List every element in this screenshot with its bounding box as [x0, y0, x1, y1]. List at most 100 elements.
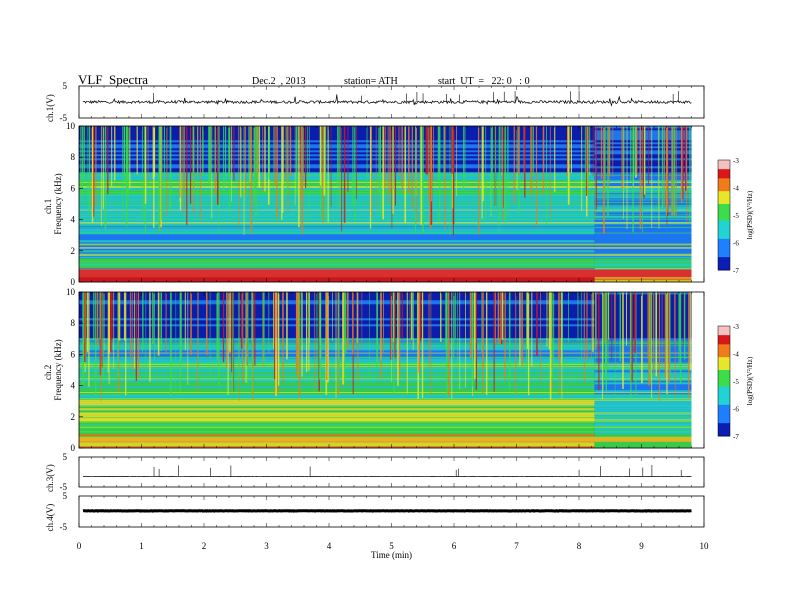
- colorbar-step: [718, 399, 730, 402]
- freq-band: [594, 240, 692, 243]
- freq-band: [594, 394, 692, 397]
- colorbar-step: [718, 193, 730, 196]
- colorbar-step: [718, 227, 730, 231]
- freq-band: [594, 132, 692, 135]
- freq-band: [594, 146, 692, 149]
- colorbar-step: [718, 326, 730, 329]
- freq-band: [79, 160, 595, 163]
- y-tick-label: 6: [71, 349, 76, 359]
- date-label: Dec.2 , 2013: [252, 76, 306, 87]
- freq-band: [594, 368, 692, 371]
- freq-band: [594, 266, 692, 269]
- low-freq-band: [79, 437, 692, 442]
- freq-band: [594, 334, 692, 337]
- freq-band: [594, 208, 692, 211]
- freq-band: [594, 370, 692, 373]
- colorbar-step: [718, 368, 730, 371]
- freq-band: [594, 342, 692, 345]
- colorbar-step: [718, 373, 730, 376]
- colorbar-step: [718, 384, 730, 387]
- freq-band: [594, 234, 692, 237]
- freq-band: [79, 302, 595, 305]
- freq-band: [79, 228, 595, 231]
- freq-band: [594, 206, 692, 209]
- y-tick-label: 5: [63, 81, 68, 91]
- y-tick-label: 6: [71, 183, 76, 193]
- freq-band: [594, 170, 692, 173]
- freq-band: [79, 410, 595, 413]
- colorbar-step: [718, 187, 730, 190]
- station-label: station= ATH: [344, 76, 398, 87]
- freq-band: [79, 178, 595, 181]
- freq-band: [79, 392, 595, 395]
- freq-band: [594, 212, 692, 215]
- freq-band: [79, 374, 595, 377]
- freq-band: [594, 382, 692, 385]
- freq-band: [79, 184, 595, 187]
- colorbar-step: [718, 375, 730, 378]
- colorbar-step: [718, 386, 730, 389]
- freq-band: [79, 136, 595, 139]
- colorbar-step: [718, 244, 730, 247]
- low-freq-band: [79, 269, 692, 278]
- x-tick-label: 1: [139, 541, 144, 551]
- colorbar-step: [718, 327, 730, 331]
- figure-title: VLF Spectra: [78, 72, 149, 87]
- colorbar-ch.2: [717, 325, 731, 437]
- freq-band: [79, 266, 595, 269]
- colorbar-tick-label: -6: [733, 406, 739, 414]
- freq-band: [79, 220, 595, 223]
- colorbar-step: [718, 233, 730, 236]
- colorbar-step: [718, 377, 730, 380]
- freq-band: [594, 372, 692, 375]
- freq-band: [594, 376, 692, 379]
- freq-band: [594, 180, 692, 183]
- freq-band: [594, 184, 692, 187]
- freq-band: [594, 130, 692, 133]
- freq-band: [79, 388, 595, 391]
- freq-band: [79, 446, 595, 449]
- freq-band: [79, 298, 595, 301]
- freq-band: [79, 280, 595, 283]
- colorbar-step: [718, 235, 730, 238]
- channel-label: ch.3(V): [45, 464, 55, 492]
- freq-band: [594, 142, 692, 145]
- freq-band: [79, 444, 595, 447]
- freq-band: [79, 400, 595, 403]
- freq-band: [79, 292, 595, 295]
- freq-band: [79, 328, 595, 331]
- freq-band: [594, 444, 692, 447]
- freq-band: [594, 316, 692, 319]
- freq-band: [79, 130, 595, 133]
- freq-band: [594, 446, 692, 449]
- colorbar-step: [718, 419, 730, 422]
- x-tick-label: 8: [577, 541, 582, 551]
- colorbar-step: [718, 337, 730, 340]
- colorbar-step: [718, 172, 730, 176]
- y-tick-label: 4: [71, 381, 76, 391]
- freq-band: [594, 168, 692, 171]
- freq-band: [79, 308, 595, 311]
- colorbar-step: [718, 428, 730, 431]
- colorbar-step: [718, 213, 730, 216]
- freq-band: [79, 306, 595, 309]
- freq-band: [79, 340, 595, 343]
- freq-band: [594, 176, 692, 179]
- freq-band: [594, 164, 692, 167]
- freq-band: [594, 358, 692, 361]
- colorbar-step: [718, 211, 730, 214]
- colorbar-step: [718, 204, 730, 207]
- freq-band: [594, 434, 692, 437]
- freq-band: [79, 294, 595, 297]
- freq-band: [594, 202, 692, 205]
- colorbar-step: [718, 182, 730, 185]
- freq-band: [79, 404, 595, 407]
- freq-band: [79, 346, 595, 349]
- freq-band: [79, 132, 595, 135]
- freq-band: [594, 392, 692, 395]
- freq-band: [79, 126, 595, 129]
- freq-band: [79, 278, 595, 281]
- colorbar-step: [718, 257, 730, 260]
- colorbar-tick-label: -3: [733, 157, 739, 165]
